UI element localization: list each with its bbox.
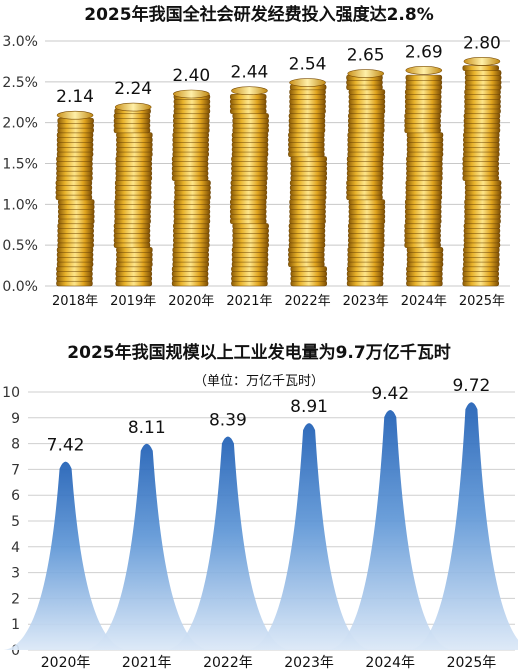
chart1-svg: 0.0% 0.5% 1.0% 1.5% 2.0% 2.5% 3.0% 2.14 2018年 2.… (2, 33, 510, 309)
x-tick-label: 2020年 (41, 655, 91, 670)
data-label: 2.54 (289, 55, 327, 75)
x-tick-label: 2025年 (459, 294, 505, 309)
coin-top (405, 66, 443, 75)
x-tick-label: 2021年 (226, 294, 272, 309)
peak-area (409, 402, 518, 650)
x-tick-label: 2023年 (343, 294, 389, 309)
peak-area (247, 423, 372, 650)
coin-stack-bar (346, 69, 386, 287)
coin-stack-bar (404, 66, 444, 287)
peak-area (3, 461, 128, 650)
y-tick-label: 0.0% (2, 279, 38, 295)
y-tick-label: 2 (11, 591, 20, 607)
data-label: 2.14 (56, 87, 94, 107)
data-label: 8.39 (209, 411, 247, 431)
chart1-title: 2025年我国全社会研发经费投入强度达2.8% (84, 5, 434, 25)
y-tick-label: 3 (11, 566, 20, 582)
coin-top (463, 57, 501, 66)
data-label: 7.42 (47, 436, 85, 456)
y-tick-label: 3.0% (2, 34, 38, 50)
x-tick-label: 2020年 (168, 294, 214, 309)
x-tick-label: 2025年 (447, 655, 497, 670)
coin-top (231, 86, 268, 96)
x-tick-label: 2024年 (401, 294, 447, 309)
peak-area (165, 436, 290, 650)
x-tick-label: 2018年 (52, 294, 98, 309)
y-tick-label: 1.0% (2, 197, 38, 213)
y-tick-label: 1.5% (2, 157, 38, 173)
y-tick-label: 2.0% (2, 116, 38, 132)
peak-area (84, 443, 209, 650)
coin-stack-bar (55, 110, 95, 287)
peak-area (328, 409, 453, 650)
coin-stack-bar (113, 102, 153, 287)
data-label: 2.40 (172, 66, 210, 86)
y-tick-label: 5 (11, 514, 20, 530)
y-tick-label: 7 (11, 462, 20, 478)
y-tick-label: 1 (11, 617, 20, 633)
data-label: 8.11 (128, 418, 166, 438)
data-label: 9.42 (371, 384, 409, 404)
data-label: 2.69 (405, 42, 443, 62)
data-label: 2.44 (231, 63, 269, 83)
y-tick-label: 2.5% (2, 75, 38, 91)
chart2-unit-label: （单位：万亿千瓦时） (193, 374, 324, 389)
y-tick-label: 9 (11, 411, 20, 427)
coin-top (347, 69, 384, 78)
y-tick-label: 0.5% (2, 238, 38, 254)
data-label: 2.80 (463, 33, 501, 53)
y-tick-label: 4 (11, 540, 20, 556)
coin-stack-bar (229, 86, 269, 287)
y-tick-label: 6 (11, 488, 20, 504)
y-tick-label: 0 (11, 643, 20, 659)
x-tick-label: 2022年 (203, 655, 253, 670)
data-label: 9.72 (452, 376, 490, 396)
coin (405, 74, 443, 81)
coin-top (173, 89, 210, 99)
x-tick-label: 2024年 (365, 655, 415, 670)
chart2-title: 2025年我国规模以上工业发电量为9.7万亿千瓦时 (67, 343, 451, 363)
x-tick-label: 2023年 (284, 655, 334, 670)
x-tick-label: 2021年 (122, 655, 172, 670)
coin-stack-bar (171, 89, 211, 287)
y-tick-label: 10 (2, 385, 20, 401)
coin-top (114, 102, 152, 112)
data-label: 8.91 (290, 397, 328, 417)
data-label: 2.24 (114, 79, 152, 99)
x-tick-label: 2019年 (110, 294, 156, 309)
data-label: 2.65 (347, 46, 385, 66)
coin-stack-bar (288, 78, 328, 287)
coin-top (56, 110, 94, 120)
coin-stack-bar (462, 57, 502, 287)
coin-top (289, 78, 326, 87)
x-tick-label: 2022年 (285, 294, 331, 309)
y-tick-label: 8 (11, 437, 20, 453)
